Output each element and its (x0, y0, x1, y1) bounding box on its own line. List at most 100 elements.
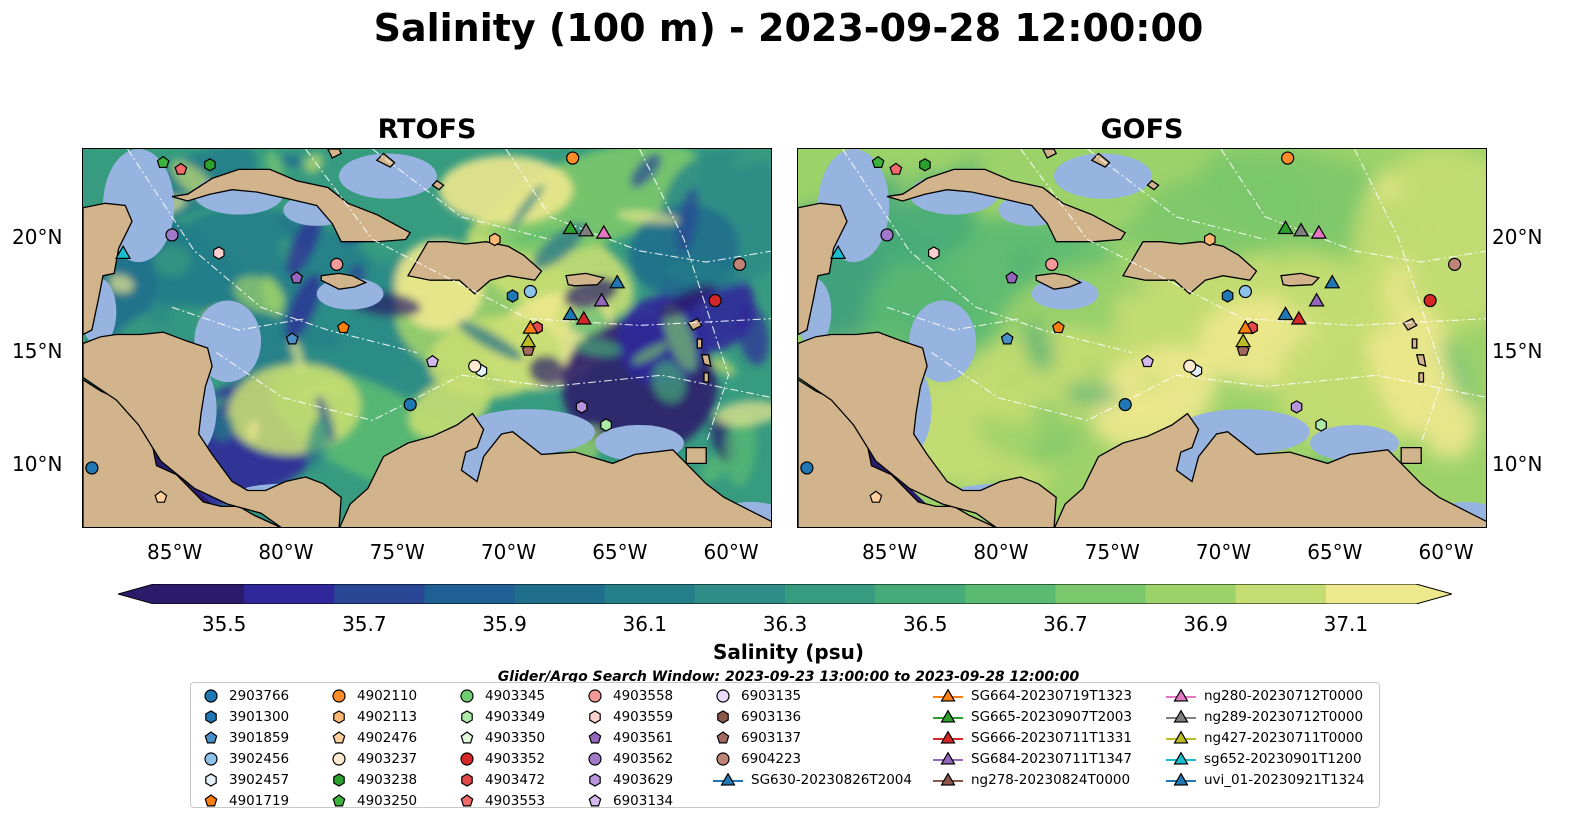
argo-marker (156, 155, 170, 168)
argo-marker (336, 320, 350, 334)
legend-marker-icon (205, 772, 217, 787)
legend-marker-icon (933, 751, 963, 765)
argo-marker (919, 158, 931, 172)
legend-item: 3901300 (201, 706, 289, 727)
legend-marker-icon (588, 730, 602, 743)
glider-marker (829, 245, 847, 260)
legend-marker-icon (332, 730, 346, 743)
land (700, 354, 712, 368)
argo-marker (1315, 418, 1327, 432)
map-panel-rtofs (82, 148, 772, 528)
longitude-tick-label: 60°W (703, 540, 759, 564)
legend-symbol (588, 688, 602, 703)
argo-marker (1183, 359, 1197, 373)
map-panel-gofs (797, 148, 1487, 528)
legend-marker-icon (1166, 688, 1196, 702)
latitude-tick-label-right: 10°N (1492, 451, 1543, 476)
legend-symbol (716, 688, 730, 703)
legend-label: 3901859 (229, 729, 290, 746)
legend-marker-icon (332, 751, 346, 766)
eez-boundary (216, 352, 771, 421)
legend-label: SG684-20230711T1347 (971, 750, 1132, 767)
legend-marker-icon (589, 772, 601, 787)
legend-label: 3901300 (229, 708, 290, 725)
legend-marker-icon (589, 709, 601, 724)
legend-symbol (1173, 709, 1189, 723)
legend-symbol (716, 751, 730, 766)
argo-marker (425, 354, 439, 368)
legend-marker-icon (460, 793, 474, 806)
legend-label: ng278-20230824T0000 (971, 771, 1131, 788)
glider-marker (1324, 274, 1341, 289)
latitude-tick-label-left: 10°N (12, 451, 63, 476)
longitude-tick-label: 75°W (369, 540, 425, 564)
legend-label: 4903238 (357, 771, 418, 788)
legend-label: 4903250 (357, 792, 418, 809)
legend-label: 6904223 (741, 750, 802, 767)
legend-marker-icon (1166, 751, 1196, 765)
legend-symbol (333, 709, 345, 724)
argo-marker (1221, 289, 1234, 303)
colorbar-segment (1325, 584, 1417, 604)
land (1121, 241, 1258, 295)
glider-marker (595, 224, 612, 239)
legend-symbol (1173, 751, 1189, 765)
legend-marker-icon (204, 751, 218, 766)
legend-symbol (332, 730, 346, 743)
land (565, 272, 606, 287)
legend-label: 4901719 (229, 792, 290, 809)
legend-marker-icon (332, 688, 346, 703)
legend-symbol (204, 793, 218, 806)
glider-marker (609, 274, 626, 289)
legend-marker-icon (333, 772, 345, 787)
legend-item: SG665-20230907T2003 (933, 706, 1132, 727)
legend-item: 4903629 (585, 769, 673, 790)
argo-marker (1005, 271, 1019, 284)
eez-boundary (372, 149, 551, 241)
legend-symbol (588, 751, 602, 766)
legend-item: SG666-20230711T1331 (933, 727, 1132, 748)
legend-label: 3902457 (229, 771, 290, 788)
glider-marker (1310, 224, 1327, 239)
legend-label: ng427-20230711T0000 (1204, 729, 1364, 746)
longitude-tick-label: 85°W (862, 540, 918, 564)
argo-marker (708, 293, 722, 308)
argo-marker (165, 228, 179, 242)
legend-item: 4902476 (329, 727, 417, 748)
legend-item: 4903558 (585, 685, 673, 706)
legend-title: Glider/Argo Search Window: 2023-09-23 13… (497, 669, 1080, 685)
glider-marker (562, 306, 579, 321)
eez-boundary (639, 149, 730, 444)
legend-symbol (1173, 772, 1189, 786)
colorbar-tick-label: 36.9 (1183, 612, 1228, 636)
land (1054, 412, 1486, 527)
legend-symbol (460, 730, 474, 743)
legend-item: 6903135 (713, 685, 801, 706)
legend-item: 6904223 (713, 748, 801, 769)
eez-boundary (842, 149, 1133, 354)
colorbar-segment (785, 584, 876, 604)
legend-item: 4902113 (329, 706, 417, 727)
legend-symbol (588, 730, 602, 743)
glider-marker (1235, 333, 1252, 348)
legend-marker-icon (588, 688, 602, 703)
glider-marker (562, 220, 579, 235)
legend-item: 4903561 (585, 727, 673, 748)
legend-marker-icon (933, 688, 963, 702)
argo-marker (285, 332, 299, 345)
legend-symbol (1173, 730, 1189, 744)
glider-marker (520, 333, 537, 348)
colorbar (118, 584, 1452, 604)
latitude-tick-label-left: 15°N (12, 338, 63, 363)
legend-symbol (940, 751, 956, 765)
legend-marker-icon (933, 772, 963, 786)
legend-item: SG630-20230826T2004 (713, 769, 912, 790)
legend-label: 4903559 (613, 708, 674, 725)
legend-item: 6903137 (713, 727, 801, 748)
land (1418, 372, 1425, 383)
legend-label: 4903472 (485, 771, 546, 788)
land (703, 372, 710, 383)
legend-item: 3902456 (201, 748, 289, 769)
land (1035, 272, 1083, 290)
legend-marker-icon (588, 751, 602, 766)
